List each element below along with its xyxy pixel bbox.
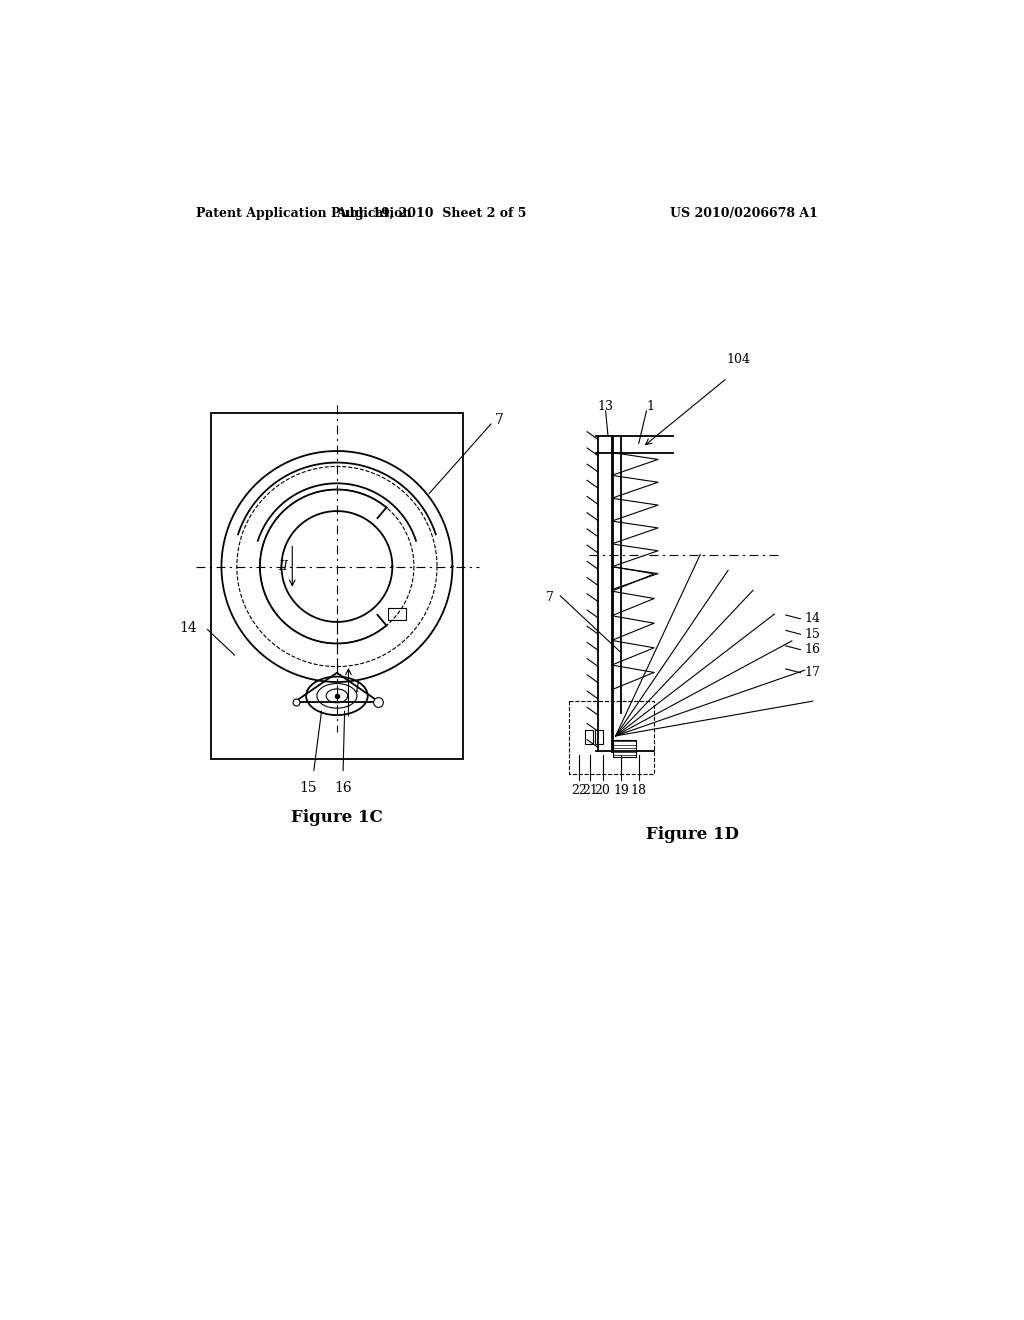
Text: 13: 13 (598, 400, 613, 412)
Text: Figure 1D: Figure 1D (646, 826, 739, 843)
Text: II: II (279, 560, 289, 573)
Text: 104: 104 (727, 354, 751, 367)
Text: 18: 18 (631, 784, 647, 797)
Ellipse shape (316, 684, 357, 708)
Bar (569, 701, 654, 775)
Text: 19: 19 (613, 784, 629, 797)
Text: 22: 22 (571, 784, 588, 797)
Text: US 2010/0206678 A1: US 2010/0206678 A1 (670, 207, 817, 220)
Text: 16: 16 (804, 643, 820, 656)
Text: Patent Application Publication: Patent Application Publication (196, 207, 412, 220)
Text: 16: 16 (334, 780, 352, 795)
Bar (585, 730, 593, 743)
Bar (388, 609, 407, 620)
Text: 21: 21 (583, 784, 598, 797)
Ellipse shape (306, 677, 368, 715)
Text: Aug. 19, 2010  Sheet 2 of 5: Aug. 19, 2010 Sheet 2 of 5 (336, 207, 526, 220)
Bar (613, 739, 637, 756)
Text: 1: 1 (646, 400, 654, 412)
Bar (211, 412, 463, 759)
Text: 14: 14 (804, 612, 820, 626)
Bar (595, 730, 602, 743)
Ellipse shape (326, 689, 348, 702)
Text: 7: 7 (546, 591, 554, 603)
Text: Figure 1C: Figure 1C (292, 809, 383, 826)
Text: 20: 20 (595, 784, 610, 797)
Text: 17: 17 (804, 667, 820, 680)
Text: 14: 14 (180, 622, 198, 635)
Text: 15: 15 (299, 780, 316, 795)
Text: 15: 15 (804, 628, 820, 640)
Text: I: I (354, 681, 358, 694)
Text: 7: 7 (495, 413, 504, 428)
